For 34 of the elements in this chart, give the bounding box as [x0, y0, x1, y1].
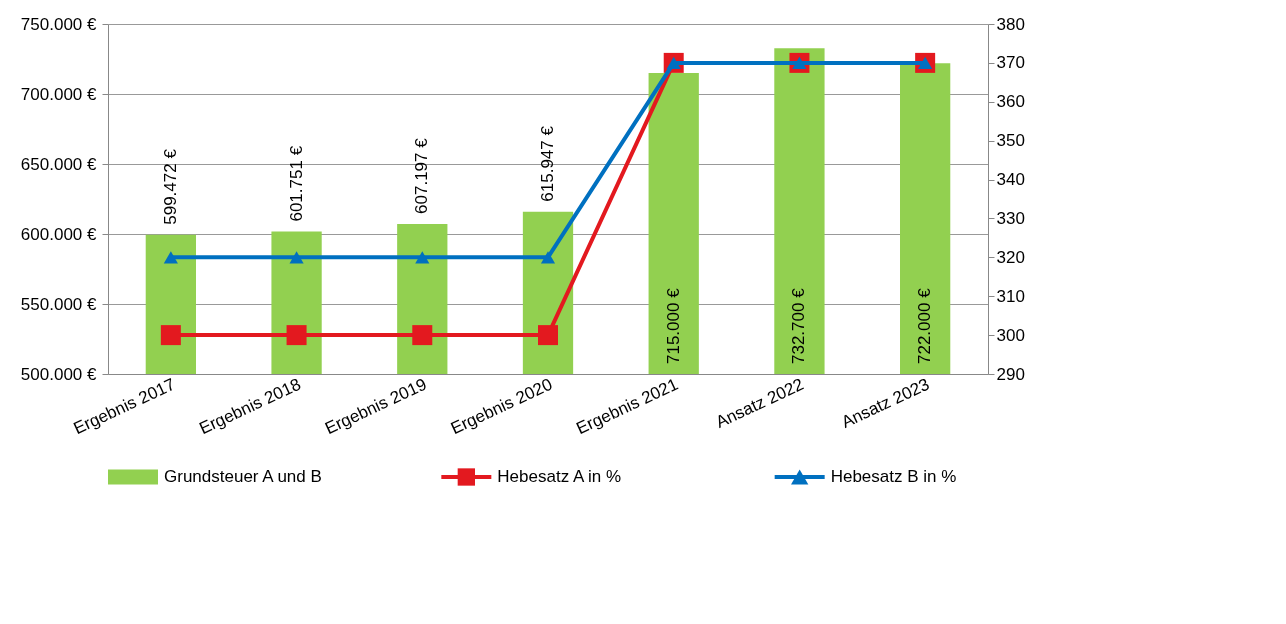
- data-label: 722.000 €: [915, 287, 935, 364]
- data-label: 599.472 €: [160, 148, 180, 225]
- point: [540, 251, 556, 264]
- data-label: 601.751 €: [286, 145, 306, 222]
- y2-tick-label: 340: [996, 170, 1025, 190]
- data-label: 732.700 €: [789, 287, 809, 364]
- point: [412, 325, 433, 346]
- y2-tick-label: 380: [996, 14, 1025, 34]
- y2-tick-label: 320: [996, 247, 1025, 267]
- y-tick-label: 600.000 €: [20, 224, 98, 244]
- y2-tick-label: 350: [996, 131, 1025, 151]
- y-tick-label: 500.000 €: [20, 364, 98, 384]
- point: [538, 325, 558, 346]
- y-tick-label: 550.000 €: [20, 294, 98, 314]
- y-tick-label: 700.000 €: [20, 84, 98, 104]
- legend-label: Hebesatz A in %: [497, 467, 622, 486]
- data-label: 615.947 €: [538, 125, 557, 202]
- y2-tick-label: 300: [996, 325, 1025, 345]
- legend-label: Grundsteuer A und B: [164, 467, 322, 486]
- point: [415, 251, 430, 264]
- point: [286, 325, 307, 346]
- y-tick-label: 750.000 €: [20, 14, 98, 34]
- legend-label: Hebesatz B in %: [830, 467, 957, 486]
- point: [160, 325, 181, 346]
- data-label: 715.000 €: [663, 287, 683, 364]
- y2-tick-label: 360: [996, 92, 1025, 112]
- data-label: 607.197 €: [412, 137, 432, 214]
- y-tick-label: 650.000 €: [20, 154, 98, 174]
- point: [289, 251, 304, 264]
- y2-tick-label: 330: [996, 208, 1025, 228]
- point: [163, 251, 178, 264]
- y2-tick-label: 310: [996, 286, 1025, 306]
- y2-tick-label: 370: [996, 53, 1025, 73]
- y2-tick-label: 290: [996, 364, 1025, 384]
